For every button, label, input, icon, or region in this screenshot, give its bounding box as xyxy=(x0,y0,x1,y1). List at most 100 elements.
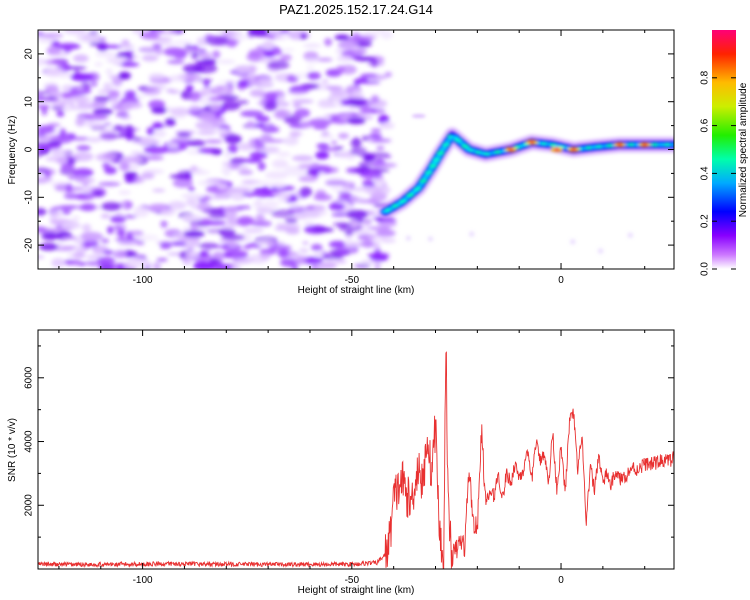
noise-blob xyxy=(599,249,603,253)
noise-blob xyxy=(227,144,239,154)
top-x-tick-label: 0 xyxy=(558,275,564,286)
noise-blob xyxy=(56,110,65,117)
bottom-y-axis-label: SNR (10 * v/v) xyxy=(7,418,18,482)
noise-blob xyxy=(263,123,272,127)
noise-blob xyxy=(310,243,323,252)
noise-blob xyxy=(204,34,214,40)
noise-blob xyxy=(196,121,213,131)
noise-blob xyxy=(217,59,236,64)
noise-blob xyxy=(282,48,295,52)
noise-blob xyxy=(319,166,339,174)
noise-blob xyxy=(189,227,211,231)
noise-blob xyxy=(310,171,320,178)
noise-blob xyxy=(235,185,248,190)
noise-blob xyxy=(38,135,59,142)
noise-blob xyxy=(227,242,239,247)
noise-blob xyxy=(72,152,94,162)
noise-blob xyxy=(141,54,159,62)
noise-blob xyxy=(100,213,111,219)
noise-blob xyxy=(72,251,86,259)
noise-blob xyxy=(196,131,216,136)
noise-blob xyxy=(143,146,168,155)
signal-hotspot-peak xyxy=(570,147,578,152)
signal-hotspot xyxy=(418,178,428,184)
noise-blob xyxy=(222,251,233,259)
noise-blob xyxy=(81,33,101,43)
noise-blob xyxy=(193,63,218,74)
noise-blob xyxy=(63,30,87,35)
noise-blob xyxy=(123,261,140,269)
noise-blob xyxy=(75,117,86,127)
noise-blob xyxy=(41,32,64,39)
noise-blob xyxy=(246,120,255,128)
noise-blob xyxy=(152,122,164,130)
noise-blob xyxy=(232,187,255,192)
colorbar-tick-label: 0.4 xyxy=(700,166,711,180)
noise-blob xyxy=(38,226,47,233)
noise-blob xyxy=(84,260,108,267)
noise-blob xyxy=(68,137,90,141)
noise-blob xyxy=(329,88,350,96)
noise-blob xyxy=(367,226,391,231)
noise-blob xyxy=(374,262,381,269)
noise-blob xyxy=(61,236,80,240)
noise-blob xyxy=(354,56,376,62)
noise-blob xyxy=(302,43,322,48)
noise-blob xyxy=(292,85,311,92)
noise-blob xyxy=(188,186,196,192)
noise-blob xyxy=(334,259,347,264)
noise-blob xyxy=(61,63,70,69)
noise-blob xyxy=(226,39,238,48)
signal-hotspot xyxy=(416,182,426,188)
noise-blob xyxy=(50,211,63,218)
noise-blob xyxy=(337,40,359,49)
noise-blob xyxy=(124,178,138,183)
noise-blob xyxy=(72,168,94,178)
noise-blob xyxy=(370,95,380,104)
noise-blob xyxy=(237,216,255,225)
noise-blob xyxy=(100,133,123,139)
noise-blob xyxy=(246,242,259,248)
noise-blob xyxy=(91,100,107,108)
noise-blob xyxy=(106,56,129,64)
noise-blob xyxy=(229,157,247,164)
noise-blob xyxy=(216,182,228,190)
noise-blob xyxy=(238,169,254,175)
noise-blob xyxy=(291,155,314,162)
noise-blob xyxy=(85,255,102,259)
noise-blob xyxy=(113,224,122,231)
noise-blob xyxy=(208,96,224,102)
noise-blob xyxy=(45,168,56,176)
noise-blob xyxy=(212,50,221,59)
noise-blob xyxy=(133,205,148,215)
noise-blob xyxy=(177,170,191,180)
noise-blob xyxy=(252,187,273,198)
noise-blob xyxy=(209,101,222,112)
noise-blob xyxy=(124,90,136,99)
noise-blob xyxy=(317,57,333,62)
noise-blob xyxy=(270,209,295,218)
noise-blob xyxy=(221,100,241,111)
noise-blob xyxy=(248,64,256,75)
bottom-x-tick-label: 0 xyxy=(558,575,564,586)
colorbar-tick-label: 0.2 xyxy=(700,214,711,228)
noise-blob xyxy=(237,142,255,151)
noise-blob xyxy=(93,95,111,103)
noise-blob xyxy=(306,65,315,71)
noise-blob xyxy=(374,179,385,188)
noise-blob xyxy=(328,240,347,249)
noise-blob xyxy=(319,134,335,140)
noise-blob xyxy=(266,93,276,99)
signal-hotspot-peak xyxy=(528,140,536,144)
noise-blob xyxy=(261,126,280,133)
noise-blob xyxy=(208,230,220,234)
noise-blob xyxy=(199,96,211,105)
signal-hotspot-peak xyxy=(553,147,561,152)
noise-blob xyxy=(64,103,73,112)
noise-blob xyxy=(266,60,290,70)
noise-blob xyxy=(72,259,82,266)
noise-blob xyxy=(354,263,371,269)
noise-blob xyxy=(201,58,216,64)
noise-blob xyxy=(370,254,389,262)
